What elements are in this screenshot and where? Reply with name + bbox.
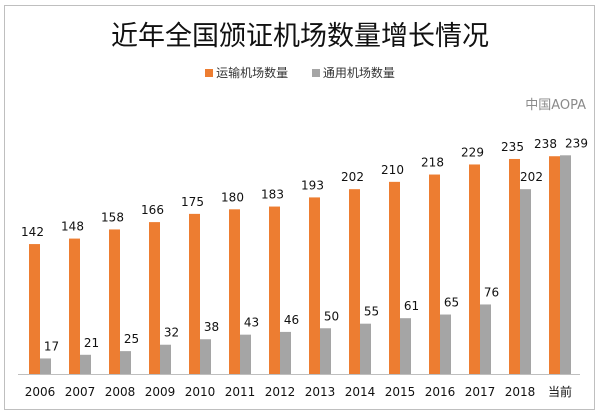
x-tick-label: 2010 — [185, 385, 216, 399]
data-label: 180 — [221, 190, 244, 204]
bar-general — [240, 334, 251, 374]
bar-transport — [149, 222, 160, 374]
bar-general — [40, 358, 51, 374]
legend-item-transport: 运输机场数量 — [205, 64, 288, 81]
bar-general — [160, 344, 171, 374]
bar-transport — [269, 206, 280, 374]
bar-general — [560, 155, 571, 374]
x-tick-label: 2012 — [265, 385, 296, 399]
data-label: 210 — [381, 163, 404, 177]
bar-general — [360, 323, 371, 374]
bar-transport — [389, 181, 400, 374]
data-label: 148 — [61, 220, 84, 234]
data-label: 193 — [301, 178, 324, 192]
bar-transport — [109, 229, 120, 374]
bar-transport — [429, 174, 440, 374]
data-label: 142 — [21, 225, 44, 239]
bar-general — [400, 318, 411, 374]
x-tick-label: 2011 — [225, 385, 256, 399]
x-tick-label: 2018 — [505, 385, 536, 399]
data-label: 43 — [244, 316, 259, 330]
bar-general — [520, 189, 531, 374]
x-tick-label: 2015 — [385, 385, 416, 399]
data-label: 17 — [44, 339, 59, 353]
data-label: 55 — [364, 305, 379, 319]
x-tick-label: 2017 — [465, 385, 496, 399]
legend-item-general: 通用机场数量 — [311, 64, 395, 81]
data-label: 239 — [565, 136, 588, 150]
data-label: 65 — [444, 296, 459, 310]
bar-transport — [29, 244, 40, 374]
data-label: 202 — [341, 170, 364, 184]
bar-general — [280, 331, 291, 374]
x-tick-label: 2013 — [305, 385, 336, 399]
chart-frame — [4, 5, 595, 410]
bar-transport — [309, 197, 320, 374]
legend: 运输机场数量 通用机场数量 — [0, 64, 600, 81]
bar-transport — [469, 164, 480, 374]
bar-transport — [189, 213, 200, 374]
chart-title: 近年全国颁证机场数量增长情况 — [111, 21, 489, 52]
data-label: 238 — [534, 137, 557, 151]
bar-general — [480, 304, 491, 374]
bar-general — [120, 351, 131, 374]
bar-general — [80, 354, 91, 374]
data-label: 61 — [404, 299, 419, 313]
data-label: 50 — [324, 309, 339, 323]
legend-swatch — [311, 69, 320, 77]
data-label: 175 — [181, 195, 204, 209]
bar-transport — [509, 158, 520, 374]
data-label: 183 — [261, 188, 284, 202]
x-tick-label: 2008 — [105, 385, 136, 399]
bar-transport — [69, 238, 80, 374]
data-label: 76 — [484, 285, 499, 299]
bar-general — [440, 314, 451, 374]
data-label: 21 — [84, 336, 99, 350]
x-tick-label: 2016 — [425, 385, 456, 399]
x-tick-label: 当前 — [548, 384, 572, 399]
data-label: 25 — [124, 332, 139, 346]
data-label: 229 — [461, 145, 484, 159]
x-tick-label: 2009 — [145, 385, 176, 399]
data-label: 32 — [164, 326, 179, 340]
x-tick-label: 2014 — [345, 385, 376, 399]
bar-general — [320, 328, 331, 374]
data-label: 202 — [520, 170, 543, 184]
data-label: 158 — [101, 210, 124, 224]
data-label: 38 — [204, 320, 219, 334]
bar-general — [200, 339, 211, 374]
data-label: 235 — [501, 140, 524, 154]
legend-label: 通用机场数量 — [322, 66, 395, 80]
legend-label: 运输机场数量 — [216, 66, 289, 80]
bar-transport — [349, 189, 360, 374]
legend-swatch — [205, 69, 214, 77]
x-tick-label: 2007 — [65, 385, 96, 399]
x-tick-label: 2006 — [25, 385, 56, 399]
bar-transport — [229, 209, 240, 374]
data-label: 46 — [284, 313, 299, 327]
data-label: 166 — [141, 203, 164, 217]
watermark: 中国AOPA — [525, 98, 586, 113]
bar-transport — [549, 156, 560, 374]
data-label: 218 — [421, 156, 444, 170]
